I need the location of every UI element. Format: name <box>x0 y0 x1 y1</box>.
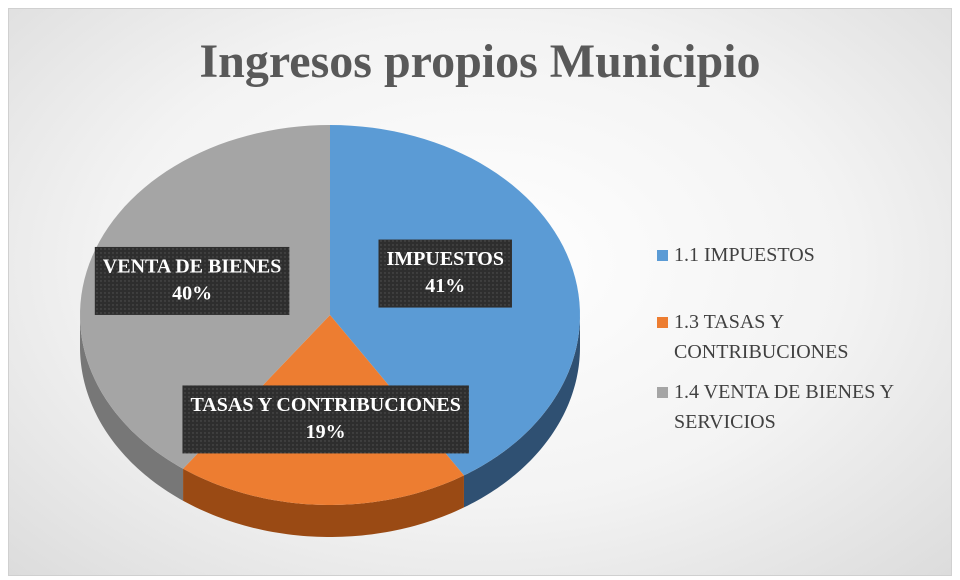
data-label-box <box>182 385 469 454</box>
legend-swatch <box>657 250 668 261</box>
legend-label: 1.3 TASAS Y CONTRIBUCIONES <box>674 311 849 363</box>
data-label-value: 41% <box>425 275 465 297</box>
data-label-name: VENTA DE BIENES <box>103 256 282 278</box>
data-label: VENTA DE BIENES 40% <box>94 246 290 315</box>
legend-item: 1.3 TASAS Y CONTRIBUCIONES <box>657 307 952 367</box>
data-label-box <box>378 239 512 308</box>
data-label: TASAS Y CONTRIBUCIONES 19% <box>182 385 469 454</box>
data-label-name: TASAS Y CONTRIBUCIONES <box>190 394 460 416</box>
legend-item: 1.1 IMPUESTOS <box>657 240 952 270</box>
data-label-name: IMPUESTOS <box>387 248 504 270</box>
data-label-box <box>94 246 290 315</box>
pie-side <box>183 468 464 537</box>
data-label-value: 19% <box>306 421 346 443</box>
legend-item: 1.4 VENTA DE BIENES Y SERVICIOS <box>657 377 952 437</box>
pie-side <box>463 315 580 508</box>
legend-label: 1.4 VENTA DE BIENES Y SERVICIOS <box>674 381 894 433</box>
data-label: IMPUESTOS 41% <box>378 239 512 308</box>
data-label-value: 40% <box>172 283 212 305</box>
legend-swatch <box>657 387 668 398</box>
legend-label: 1.1 IMPUESTOS <box>674 244 815 266</box>
legend-swatch <box>657 317 668 328</box>
chart-title: Ingresos propios Municipio <box>199 35 760 88</box>
pie-side <box>80 315 184 501</box>
